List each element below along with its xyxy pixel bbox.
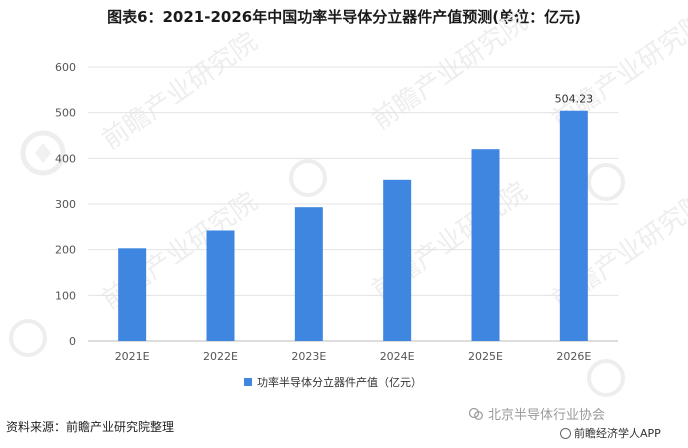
brand-name: 北京半导体行业协会 bbox=[488, 408, 606, 423]
legend: 功率半导体分立器件产值（亿元） bbox=[244, 375, 422, 389]
y-tick-label: 300 bbox=[55, 198, 76, 211]
watermark-text: 前瞻产业研究院 bbox=[97, 27, 263, 156]
y-tick-label: 100 bbox=[55, 289, 76, 302]
y-axis-ticks: 0 100 200 300 400 500 600 bbox=[55, 61, 76, 348]
bar bbox=[471, 149, 500, 341]
x-tick-label: 2021E bbox=[115, 350, 150, 363]
x-tick-label: 2022E bbox=[203, 350, 238, 363]
data-label: 504.23 bbox=[555, 93, 594, 106]
y-tick-label: 600 bbox=[55, 61, 76, 74]
bar bbox=[559, 110, 588, 341]
x-tick-label: 2026E bbox=[556, 350, 591, 363]
bar bbox=[118, 248, 147, 341]
chart-title: 图表6：2021-2026年中国功率半导体分立器件产值预测(单位：亿元) bbox=[107, 8, 581, 26]
x-tick-label: 2023E bbox=[291, 350, 326, 363]
bar bbox=[383, 179, 412, 341]
gridlines bbox=[88, 66, 618, 342]
y-tick-label: 200 bbox=[55, 244, 76, 257]
wechat-icon bbox=[468, 406, 484, 422]
source-note: 资料来源：前瞻产业研究院整理 bbox=[6, 420, 175, 434]
x-axis-ticks: 2021E 2022E 2023E 2024E 2025E 2026E bbox=[115, 350, 592, 363]
y-tick-label: 500 bbox=[55, 107, 76, 120]
legend-label: 功率半导体分立器件产值（亿元） bbox=[257, 375, 422, 389]
legend-swatch bbox=[244, 378, 252, 386]
y-tick-label: 400 bbox=[55, 152, 76, 165]
bar bbox=[206, 230, 235, 341]
watermark-text: 前瞻产业研究院 bbox=[367, 7, 533, 136]
data-labels: 504.23 bbox=[555, 93, 594, 106]
brand-watermark: 北京半导体行业协会 bbox=[468, 404, 605, 423]
bar bbox=[294, 207, 323, 341]
app-logo-icon bbox=[560, 427, 571, 439]
bars bbox=[118, 110, 588, 341]
app-name: 前瞻经济学人APP bbox=[574, 427, 661, 440]
y-tick-label: 0 bbox=[69, 335, 76, 348]
x-tick-label: 2024E bbox=[380, 350, 415, 363]
x-tick-label: 2025E bbox=[468, 350, 503, 363]
app-watermark: 前瞻经济学人APP bbox=[560, 425, 661, 441]
